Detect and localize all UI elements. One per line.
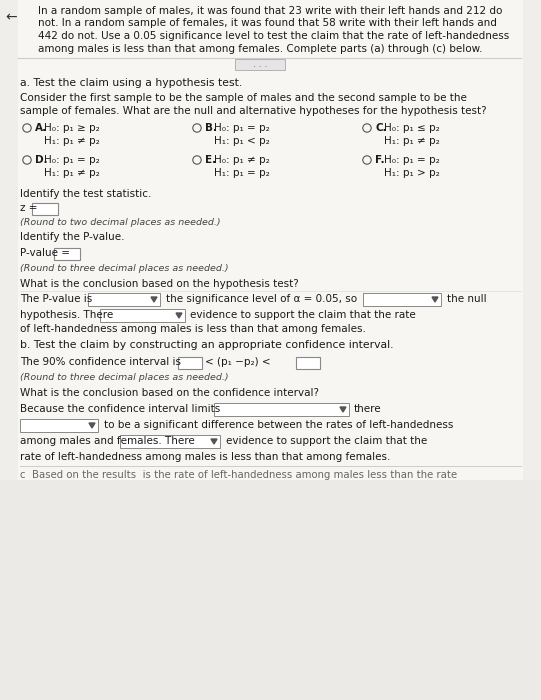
- Text: z =: z =: [20, 203, 37, 213]
- Text: H₁: p₁ ≠ p₂: H₁: p₁ ≠ p₂: [44, 136, 100, 146]
- Text: The 90% confidence interval is: The 90% confidence interval is: [20, 357, 181, 367]
- Polygon shape: [151, 297, 157, 302]
- FancyBboxPatch shape: [32, 203, 58, 215]
- Polygon shape: [432, 297, 438, 302]
- FancyBboxPatch shape: [0, 480, 541, 700]
- Text: E.: E.: [205, 155, 216, 165]
- FancyBboxPatch shape: [18, 0, 523, 698]
- Text: What is the conclusion based on the hypothesis test?: What is the conclusion based on the hypo…: [20, 279, 299, 289]
- Text: C.: C.: [375, 123, 387, 133]
- Text: H₁: p₁ < p₂: H₁: p₁ < p₂: [214, 136, 270, 146]
- Text: Because the confidence interval limits: Because the confidence interval limits: [20, 404, 220, 414]
- FancyBboxPatch shape: [54, 248, 80, 260]
- Text: sample of females. What are the null and alternative hypotheses for the hypothes: sample of females. What are the null and…: [20, 106, 486, 116]
- Text: evidence to support the claim that the rate: evidence to support the claim that the r…: [190, 310, 415, 320]
- Text: H₁: p₁ ≠ p₂: H₁: p₁ ≠ p₂: [384, 136, 440, 146]
- Text: among males is less than that among females. Complete parts (a) through (c) belo: among males is less than that among fema…: [38, 43, 483, 53]
- Text: c  Based on the results  is the rate of left-handedness among males less than th: c Based on the results is the rate of le…: [20, 470, 457, 480]
- Text: the null: the null: [447, 294, 486, 304]
- Polygon shape: [211, 439, 217, 444]
- Text: a. Test the claim using a hypothesis test.: a. Test the claim using a hypothesis tes…: [20, 78, 242, 88]
- Text: H₀: p₁ ≠ p₂: H₀: p₁ ≠ p₂: [214, 155, 270, 165]
- Polygon shape: [340, 407, 346, 412]
- FancyBboxPatch shape: [214, 403, 349, 416]
- Text: In a random sample of males, it was found that 23 write with their left hands an: In a random sample of males, it was foun…: [38, 6, 503, 16]
- Text: < (p₁ −p₂) <: < (p₁ −p₂) <: [205, 357, 270, 367]
- Text: D.: D.: [35, 155, 48, 165]
- FancyBboxPatch shape: [363, 293, 441, 306]
- Text: H₁: p₁ ≠ p₂: H₁: p₁ ≠ p₂: [44, 167, 100, 178]
- Text: . . .: . . .: [253, 60, 267, 69]
- FancyBboxPatch shape: [20, 419, 98, 432]
- Polygon shape: [89, 423, 95, 428]
- FancyBboxPatch shape: [88, 293, 160, 306]
- Text: (Round to three decimal places as needed.): (Round to three decimal places as needed…: [20, 264, 229, 273]
- Text: of left-handedness among males is less than that among females.: of left-handedness among males is less t…: [20, 324, 366, 334]
- Text: H₁: p₁ > p₂: H₁: p₁ > p₂: [384, 167, 440, 178]
- Text: rate of left-handedness among males is less than that among females.: rate of left-handedness among males is l…: [20, 452, 391, 462]
- Text: H₀: p₁ = p₂: H₀: p₁ = p₂: [44, 155, 100, 165]
- Text: the significance level of α = 0.05, so: the significance level of α = 0.05, so: [166, 294, 357, 304]
- Text: there: there: [354, 404, 381, 414]
- Text: H₀: p₁ ≤ p₂: H₀: p₁ ≤ p₂: [384, 123, 440, 133]
- Text: Identify the test statistic.: Identify the test statistic.: [20, 189, 151, 199]
- FancyBboxPatch shape: [296, 357, 320, 369]
- Text: b. Test the claim by constructing an appropriate confidence interval.: b. Test the claim by constructing an app…: [20, 340, 393, 350]
- Text: H₀: p₁ = p₂: H₀: p₁ = p₂: [384, 155, 440, 165]
- FancyBboxPatch shape: [120, 435, 220, 448]
- FancyBboxPatch shape: [235, 59, 285, 70]
- Text: H₀: p₁ = p₂: H₀: p₁ = p₂: [214, 123, 270, 133]
- Text: The P-value is: The P-value is: [20, 294, 93, 304]
- Text: evidence to support the claim that the: evidence to support the claim that the: [226, 436, 427, 446]
- Text: to be a significant difference between the rates of left-handedness: to be a significant difference between t…: [104, 420, 453, 430]
- Text: B.: B.: [205, 123, 217, 133]
- Text: H₁: p₁ = p₂: H₁: p₁ = p₂: [214, 167, 270, 178]
- Text: not. In a random sample of females, it was found that 58 write with their left h: not. In a random sample of females, it w…: [38, 18, 497, 29]
- Text: A.: A.: [35, 123, 47, 133]
- Text: among males and females. There: among males and females. There: [20, 436, 195, 446]
- Text: ←: ←: [5, 10, 17, 24]
- Polygon shape: [176, 313, 182, 318]
- Text: (Round to three decimal places as needed.): (Round to three decimal places as needed…: [20, 373, 229, 382]
- Text: What is the conclusion based on the confidence interval?: What is the conclusion based on the conf…: [20, 388, 319, 398]
- Text: 442 do not. Use a 0.05 significance level to test the claim that the rate of lef: 442 do not. Use a 0.05 significance leve…: [38, 31, 509, 41]
- Text: Consider the first sample to be the sample of males and the second sample to be : Consider the first sample to be the samp…: [20, 93, 467, 103]
- Text: H₀: p₁ ≥ p₂: H₀: p₁ ≥ p₂: [44, 123, 100, 133]
- Text: P-value =: P-value =: [20, 248, 70, 258]
- Text: F.: F.: [375, 155, 385, 165]
- Text: hypothesis. There: hypothesis. There: [20, 310, 113, 320]
- FancyBboxPatch shape: [178, 357, 202, 369]
- Text: Identify the P-value.: Identify the P-value.: [20, 232, 124, 242]
- FancyBboxPatch shape: [100, 309, 185, 322]
- Text: (Round to two decimal places as needed.): (Round to two decimal places as needed.): [20, 218, 221, 227]
